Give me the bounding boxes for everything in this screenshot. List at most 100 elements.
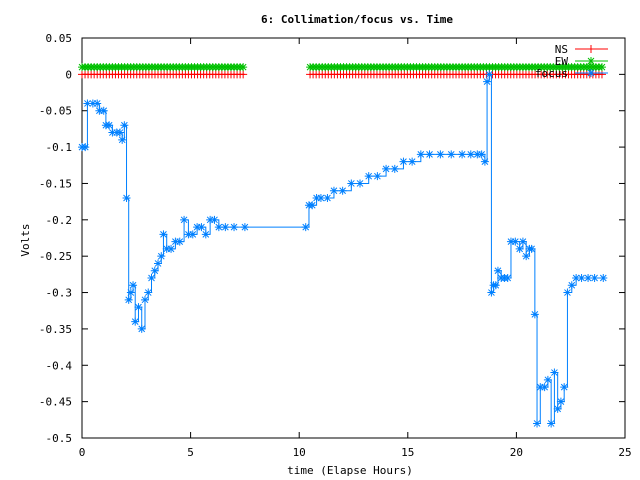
data-point — [382, 164, 391, 173]
data-point — [108, 128, 117, 137]
data-point — [188, 230, 197, 239]
data-point — [137, 324, 146, 333]
data-point — [540, 383, 549, 392]
data-point — [506, 237, 515, 246]
data-point — [167, 244, 176, 253]
data-point — [347, 179, 356, 188]
x-tick-label: 15 — [401, 446, 414, 459]
data-point — [116, 128, 125, 137]
series-ns — [78, 70, 606, 79]
data-point — [527, 244, 536, 253]
data-point — [197, 223, 206, 232]
y-tick-label: -0.15 — [39, 177, 72, 190]
data-point — [425, 150, 434, 159]
data-point — [487, 288, 496, 297]
legend-label: NS — [555, 43, 568, 56]
x-tick-label: 10 — [293, 446, 306, 459]
data-point — [239, 63, 248, 72]
data-point — [530, 310, 539, 319]
y-axis: 0.05 0 -0.05 -0.1 -0.15 -0.2 -0.25 -0.3 -0.35 -0.… — [39, 32, 625, 445]
data-point — [563, 288, 572, 297]
data-point — [301, 223, 310, 232]
data-point — [329, 186, 338, 195]
data-point — [147, 274, 156, 282]
data-point — [122, 194, 131, 202]
data-point — [493, 266, 502, 275]
x-tick-label: 0 — [79, 446, 86, 459]
data-point — [408, 157, 417, 166]
data-point — [338, 186, 347, 195]
data-point — [140, 295, 149, 304]
data-point — [447, 150, 456, 159]
data-point — [83, 99, 92, 108]
data-point — [150, 266, 159, 275]
data-point — [134, 303, 143, 312]
data-point — [597, 63, 606, 72]
data-point — [477, 150, 486, 159]
data-point — [458, 150, 467, 159]
data-point — [436, 150, 445, 159]
series-layer — [78, 63, 608, 428]
data-point — [553, 404, 562, 413]
data-point — [577, 274, 586, 282]
data-point — [184, 230, 193, 239]
data-point — [416, 150, 425, 159]
data-point — [129, 281, 138, 290]
data-point — [214, 223, 223, 232]
data-point — [162, 244, 171, 253]
data-point — [93, 99, 102, 108]
plot-frame — [81, 37, 626, 439]
x-tick-label: 20 — [510, 446, 523, 459]
data-point — [485, 70, 494, 79]
x-tick-label: 5 — [187, 446, 194, 459]
legend-label: focus — [535, 67, 568, 80]
data-point — [171, 237, 180, 246]
data-point — [131, 317, 140, 326]
x-axis-label: time (Elapse Hours) — [287, 464, 413, 477]
data-point — [572, 274, 581, 282]
data-point — [175, 237, 184, 246]
data-point — [522, 252, 531, 261]
data-point — [312, 194, 321, 202]
data-point — [556, 397, 565, 406]
x-axis: 0 5 10 15 20 25 — [79, 38, 632, 459]
y-tick-label: -0.45 — [39, 396, 72, 409]
data-point — [373, 172, 382, 181]
data-point — [584, 274, 593, 282]
series-ew — [78, 63, 606, 72]
data-point — [511, 237, 520, 246]
data-point — [124, 295, 133, 304]
data-point — [503, 274, 512, 282]
data-point — [126, 288, 135, 297]
y-tick-label: 0.05 — [46, 32, 73, 45]
y-tick-label: -0.05 — [39, 105, 72, 118]
data-point — [590, 274, 599, 282]
legend-marker — [587, 45, 595, 53]
data-point — [480, 157, 489, 166]
data-point — [95, 106, 104, 115]
data-point — [466, 150, 475, 159]
y-tick-label: -0.25 — [39, 250, 72, 263]
y-tick-label: -0.3 — [46, 287, 73, 300]
chart-title: 6: Collimation/focus vs. Time — [261, 13, 453, 26]
data-point — [240, 223, 249, 232]
data-point — [230, 223, 239, 232]
series-line — [82, 73, 604, 424]
data-point — [180, 215, 189, 224]
data-point — [599, 274, 608, 282]
data-point — [81, 143, 90, 152]
data-point — [88, 99, 97, 108]
data-point — [99, 106, 108, 115]
data-point — [201, 230, 210, 239]
data-point — [364, 172, 373, 181]
data-point — [118, 135, 127, 144]
data-point — [323, 194, 332, 202]
data-point — [473, 150, 482, 159]
data-point — [550, 368, 559, 377]
data-point — [533, 419, 542, 428]
y-axis-label: Volts — [19, 223, 32, 256]
data-point — [157, 252, 166, 261]
legend-label: EW — [555, 55, 569, 68]
